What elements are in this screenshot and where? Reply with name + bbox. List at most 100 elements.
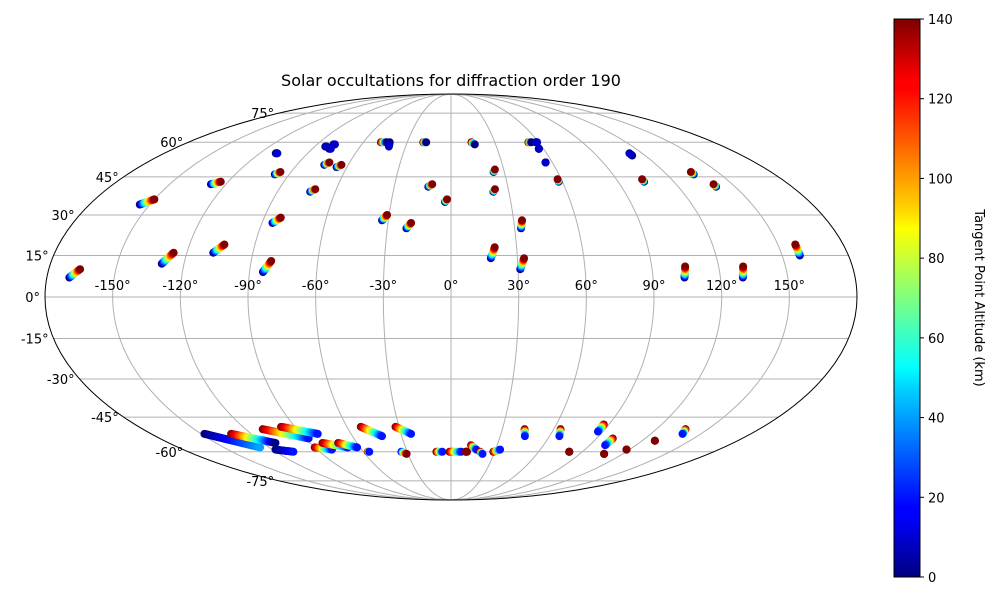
- data-point: [490, 243, 499, 252]
- data-point: [541, 158, 550, 167]
- colorbar-tick-label: 40: [928, 412, 945, 427]
- meridian-line: [450, 94, 655, 500]
- data-point: [353, 443, 362, 452]
- longitude-tick-label: -150°: [95, 279, 131, 294]
- map-outline: [44, 93, 858, 501]
- data-point: [220, 240, 229, 249]
- data-point: [470, 140, 479, 149]
- occultation-points: [65, 138, 804, 458]
- latitude-tick-label: 45°: [96, 171, 119, 186]
- data-point: [739, 262, 748, 271]
- data-point: [326, 144, 335, 153]
- longitude-tick-label: 150°: [774, 279, 805, 294]
- data-point: [518, 216, 526, 225]
- colorbar-ticks: 0 20 40 60 80 100 120 140: [920, 13, 953, 586]
- data-point: [407, 429, 416, 438]
- data-point: [601, 441, 610, 450]
- chart-title: Solar occultations for diffraction order…: [281, 71, 621, 90]
- data-point: [313, 429, 322, 438]
- longitude-tick-label: -90°: [234, 279, 262, 294]
- data-point: [383, 210, 392, 219]
- data-point: [709, 180, 718, 189]
- data-point: [681, 262, 690, 271]
- latitude-tick-label: 60°: [160, 136, 183, 151]
- longitude-tick-label: 120°: [706, 279, 737, 294]
- data-point: [791, 240, 800, 249]
- latitude-tick-label: -15°: [21, 333, 49, 348]
- data-point: [622, 445, 631, 454]
- meridian-line: [315, 94, 452, 500]
- data-point: [271, 438, 280, 447]
- data-point: [256, 443, 265, 452]
- data-point: [267, 256, 276, 265]
- data-point: [337, 160, 346, 169]
- latitude-tick-label: 75°: [251, 107, 274, 122]
- data-point: [428, 180, 437, 189]
- colorbar: 0 20 40 60 80 100 120 140 Tangent Point Altitud…: [893, 13, 986, 586]
- data-point: [443, 195, 452, 204]
- data-point: [593, 427, 602, 436]
- longitude-tick-label: 30°: [507, 279, 530, 294]
- data-point: [534, 144, 543, 153]
- longitude-tick-label: 0°: [444, 279, 459, 294]
- data-point: [276, 167, 285, 176]
- latitude-tick-label: 30°: [52, 209, 75, 224]
- data-point: [496, 445, 505, 454]
- data-point: [520, 432, 529, 441]
- colorbar-label: Tangent Point Altitude (km): [971, 208, 986, 386]
- data-point: [407, 218, 416, 227]
- data-point: [478, 449, 487, 458]
- colorbar-tick-label: 60: [928, 332, 945, 347]
- colorbar-gradient: [893, 18, 921, 578]
- graticule-grid: [45, 94, 857, 500]
- data-point: [169, 248, 178, 257]
- latitude-tick-label: -60°: [156, 446, 184, 461]
- data-point: [216, 177, 225, 186]
- colorbar-tick-label: 20: [928, 491, 945, 506]
- longitude-tick-label: -60°: [302, 279, 330, 294]
- data-point: [520, 254, 529, 263]
- longitude-tick-label: -30°: [369, 279, 397, 294]
- data-point: [533, 138, 542, 147]
- data-point: [438, 447, 447, 456]
- colorbar-tick-label: 0: [928, 571, 936, 586]
- colorbar-tick-label: 140: [928, 13, 953, 28]
- latitude-tick-labels: 75° 60° 45° 30° 15° 0° -15° -30° -45° -60° -75°: [21, 107, 274, 490]
- latitude-tick-label: 15°: [26, 249, 49, 264]
- data-point: [463, 447, 472, 456]
- meridian-line: [112, 94, 452, 500]
- data-point: [600, 449, 609, 458]
- data-point: [289, 447, 298, 456]
- data-point: [565, 447, 574, 456]
- data-point: [150, 195, 159, 204]
- data-point: [553, 175, 562, 184]
- data-point: [76, 265, 85, 274]
- longitude-tick-label: 60°: [575, 279, 598, 294]
- longitude-tick-label: 90°: [642, 279, 665, 294]
- data-point: [276, 213, 285, 222]
- longitude-tick-labels: -150° -120° -90° -60° -30° 0° 30° 60° 90° 120° 150…: [95, 279, 805, 294]
- latitude-tick-label: -45°: [91, 411, 119, 426]
- latitude-tick-label: -30°: [47, 373, 75, 388]
- data-point: [490, 185, 499, 194]
- data-point: [378, 432, 387, 441]
- meridian-line: [450, 94, 790, 500]
- data-point: [311, 185, 320, 194]
- data-point: [686, 167, 695, 176]
- data-point: [365, 447, 374, 456]
- data-point: [678, 429, 687, 438]
- data-point: [422, 138, 431, 147]
- data-point: [273, 149, 282, 158]
- data-point: [625, 149, 634, 158]
- data-point: [402, 449, 411, 458]
- data-point: [555, 432, 564, 441]
- data-point: [490, 165, 499, 174]
- colorbar-tick-label: 120: [928, 93, 953, 108]
- colorbar-tick-label: 100: [928, 172, 953, 187]
- data-point: [650, 436, 659, 445]
- longitude-tick-label: -120°: [162, 279, 198, 294]
- data-point: [638, 175, 647, 184]
- data-point: [325, 158, 334, 167]
